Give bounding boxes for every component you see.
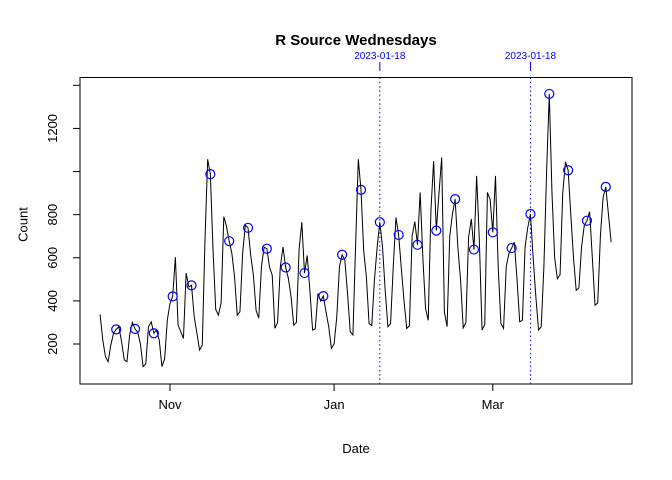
wednesday-marker (355, 184, 367, 195)
wednesday-marker (148, 328, 159, 339)
wednesday-marker (487, 227, 498, 238)
wednesday-marker (450, 194, 461, 205)
wednesday-marker (393, 229, 404, 241)
x-tick-label: Nov (158, 397, 182, 412)
wednesday-marker (186, 280, 197, 291)
vline-label: 2023-01-18 (354, 51, 406, 62)
chart-title: R Source Wednesdays (275, 32, 437, 49)
x-tick-label: Mar (482, 397, 505, 412)
y-tick-label: 200 (45, 333, 60, 355)
vline-label: 2023-01-18 (505, 51, 557, 62)
wednesday-marker (111, 324, 122, 335)
wednesday-marker (224, 236, 235, 247)
y-tick-label: 1200 (45, 114, 60, 143)
x-tick-label: Jan (324, 397, 345, 412)
wednesday-marker (299, 267, 310, 279)
wednesday-marker (431, 225, 442, 236)
y-axis-title: Count (15, 207, 31, 242)
x-axis-title: Date (342, 441, 370, 456)
wednesday-marker (412, 239, 423, 250)
wednesday-marker (242, 222, 254, 233)
wednesday-marker (318, 291, 329, 302)
wednesday-marker (581, 215, 593, 226)
wednesday-marker (525, 208, 536, 220)
wednesday-marker (563, 165, 574, 176)
wednesday-marker (468, 244, 480, 255)
data-line (99, 93, 612, 368)
wednesday-marker (544, 88, 555, 100)
wednesday-marker (600, 181, 611, 192)
y-tick-label: 800 (45, 204, 60, 226)
wednesday-marker (261, 243, 272, 254)
y-tick-label: 600 (45, 247, 60, 269)
plot-box (79, 77, 633, 385)
y-tick-label: 400 (45, 290, 60, 312)
wednesday-marker (374, 217, 385, 228)
wednesday-marker (167, 291, 178, 302)
wednesday-marker (280, 262, 291, 273)
wednesday-marker (205, 169, 216, 180)
wednesday-marker (129, 323, 141, 335)
wednesday-marker (506, 242, 517, 254)
wednesday-marker (337, 249, 348, 260)
